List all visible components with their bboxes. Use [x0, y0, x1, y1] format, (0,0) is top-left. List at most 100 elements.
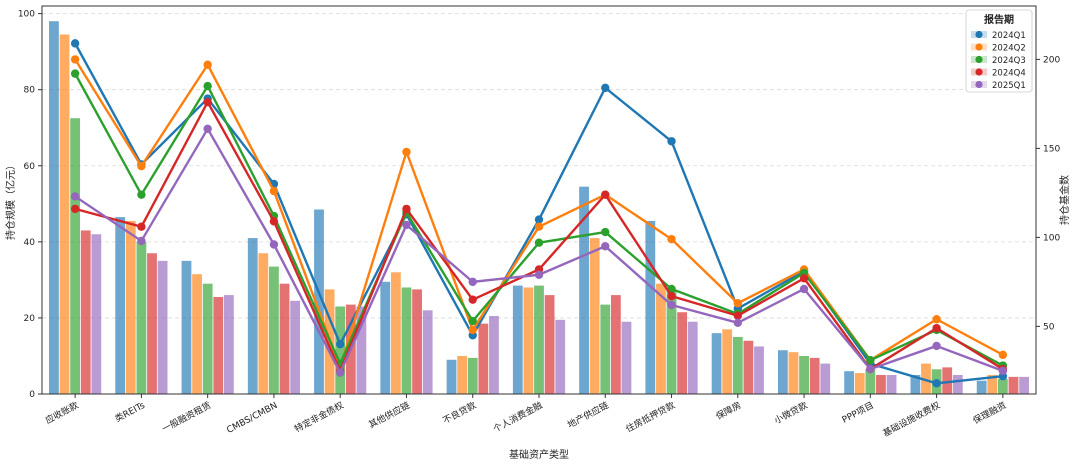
- point-2024Q1-9: [667, 137, 676, 146]
- point-2024Q2-14: [998, 350, 1008, 360]
- legend-marker-2024Q1: [975, 30, 983, 39]
- point-2025Q1-7: [534, 270, 544, 279]
- point-2024Q3-1: [137, 190, 146, 199]
- point-2025Q1-5: [402, 220, 411, 230]
- point-2024Q3-2: [203, 81, 212, 91]
- right-axis-title: 持仓基金数: [1058, 175, 1071, 225]
- point-2024Q4-11: [799, 274, 809, 283]
- bar-2024Q2-8: [589, 238, 600, 394]
- legend-label-2025Q1: 2025Q1: [992, 81, 1026, 91]
- bar-2024Q1-11: [777, 350, 788, 394]
- line-layer: [70, 39, 1008, 388]
- legend-marker-2024Q3: [975, 55, 983, 64]
- point-2024Q3-6: [468, 316, 477, 326]
- legend-marker-2024Q2: [975, 43, 983, 51]
- bar-2024Q4-6: [478, 323, 489, 394]
- bar-2024Q1-6: [446, 359, 457, 394]
- point-2025Q1-13: [932, 341, 941, 351]
- bar-2025Q1-3: [290, 300, 301, 394]
- legend-items: 2024Q1 2024Q2 2024Q3 2024Q4 2025Q1: [971, 30, 1026, 91]
- bar-2024Q3-2: [202, 283, 213, 394]
- legend-marker-2024Q4: [975, 68, 983, 76]
- bar-2024Q1-13: [910, 374, 921, 394]
- point-2025Q1-2: [203, 124, 212, 134]
- point-2024Q2-13: [932, 315, 941, 324]
- bar-2024Q4-0: [80, 230, 91, 394]
- x-tick-label: 个人消费金融: [491, 399, 544, 435]
- x-tick-label: 特定非金债权: [292, 399, 345, 435]
- bar-2025Q1-9: [687, 321, 698, 394]
- point-2025Q1-10: [733, 318, 742, 328]
- legend-label-2024Q4: 2024Q4: [992, 69, 1026, 79]
- bar-2025Q1-0: [91, 234, 102, 394]
- point-2025Q1-3: [269, 240, 279, 249]
- bar-2024Q4-2: [213, 297, 224, 394]
- point-2024Q1-8: [601, 83, 610, 93]
- left-axis-title: 持仓规模（亿元）: [4, 160, 17, 240]
- point-2024Q4-5: [402, 204, 411, 214]
- bar-2024Q1-8: [579, 186, 589, 394]
- point-2024Q2-7: [534, 222, 544, 231]
- bar-2025Q1-2: [223, 295, 234, 394]
- x-tick-label: 类REITs: [113, 399, 147, 425]
- legend-marker-2025Q1: [975, 80, 983, 89]
- point-2024Q2-2: [203, 60, 212, 69]
- point-2024Q2-0: [70, 55, 80, 64]
- point-2024Q3-8: [601, 227, 610, 237]
- bar-2024Q3-1: [136, 241, 147, 394]
- bar-2024Q2-9: [656, 283, 666, 394]
- bar-2024Q3-8: [600, 304, 611, 394]
- x-tick-label: 基础设施收费权: [881, 399, 942, 439]
- bar-2024Q3-6: [467, 357, 478, 394]
- bar-2025Q1-4: [356, 306, 367, 394]
- point-2025Q1-11: [799, 284, 809, 294]
- point-2024Q1-13: [932, 379, 941, 388]
- x-tick-label: 地产供应链: [565, 399, 610, 431]
- bar-2024Q2-6: [457, 355, 468, 394]
- point-2024Q4-0: [70, 204, 80, 214]
- bar-2025Q1-7: [555, 319, 566, 394]
- bar-2024Q4-9: [677, 312, 688, 394]
- x-tick-label: 其他供应链: [366, 399, 411, 431]
- point-2024Q1-4: [336, 339, 345, 349]
- bar-2024Q4-3: [279, 283, 290, 394]
- bar-2025Q1-11: [820, 363, 831, 394]
- point-2025Q1-14: [998, 366, 1008, 376]
- bar-2024Q3-5: [401, 287, 412, 394]
- legend-label-2024Q1: 2024Q1: [992, 31, 1026, 41]
- bar-2024Q4-12: [876, 374, 886, 394]
- bar-2024Q1-14: [976, 380, 987, 394]
- point-2024Q2-5: [402, 147, 411, 157]
- point-2025Q1-9: [667, 300, 676, 310]
- point-2024Q3-7: [534, 238, 544, 247]
- bar-2024Q3-4: [335, 306, 346, 394]
- point-2024Q2-6: [468, 325, 477, 335]
- bar-2024Q3-7: [534, 285, 544, 394]
- bar-2024Q1-9: [645, 220, 656, 394]
- point-2024Q2-1: [137, 161, 146, 171]
- bar-2024Q4-14: [1008, 376, 1019, 394]
- bar-2024Q3-14: [997, 378, 1008, 394]
- left-axis-ticks: 0 20 40 60 80 100: [18, 10, 42, 400]
- bar-2024Q2-14: [987, 374, 998, 394]
- point-2024Q4-6: [468, 295, 477, 304]
- bar-2024Q3-9: [666, 289, 677, 394]
- bar-2024Q3-10: [732, 336, 743, 394]
- point-2024Q4-1: [137, 222, 146, 231]
- point-2024Q4-2: [203, 97, 212, 107]
- bar-2025Q1-10: [754, 346, 764, 394]
- bar-2024Q2-7: [523, 287, 534, 394]
- bar-2025Q1-12: [886, 374, 897, 394]
- bar-2024Q2-12: [854, 373, 865, 394]
- point-2025Q1-1: [137, 236, 146, 246]
- bar-2025Q1-6: [489, 316, 499, 394]
- x-axis-title: 基础资产类型: [509, 448, 569, 461]
- point-2024Q2-3: [269, 186, 279, 196]
- bar-2024Q1-1: [115, 217, 126, 394]
- bar-2024Q1-12: [844, 371, 855, 394]
- bar-2024Q1-4: [314, 209, 324, 394]
- bar-2025Q1-1: [157, 260, 168, 394]
- x-tick-label: 保障房: [714, 399, 743, 422]
- legend: 报告期 2024Q1 2024Q2 2024Q3 2024Q4 2025Q1: [965, 9, 1033, 93]
- left-tick-label: 40: [24, 238, 36, 248]
